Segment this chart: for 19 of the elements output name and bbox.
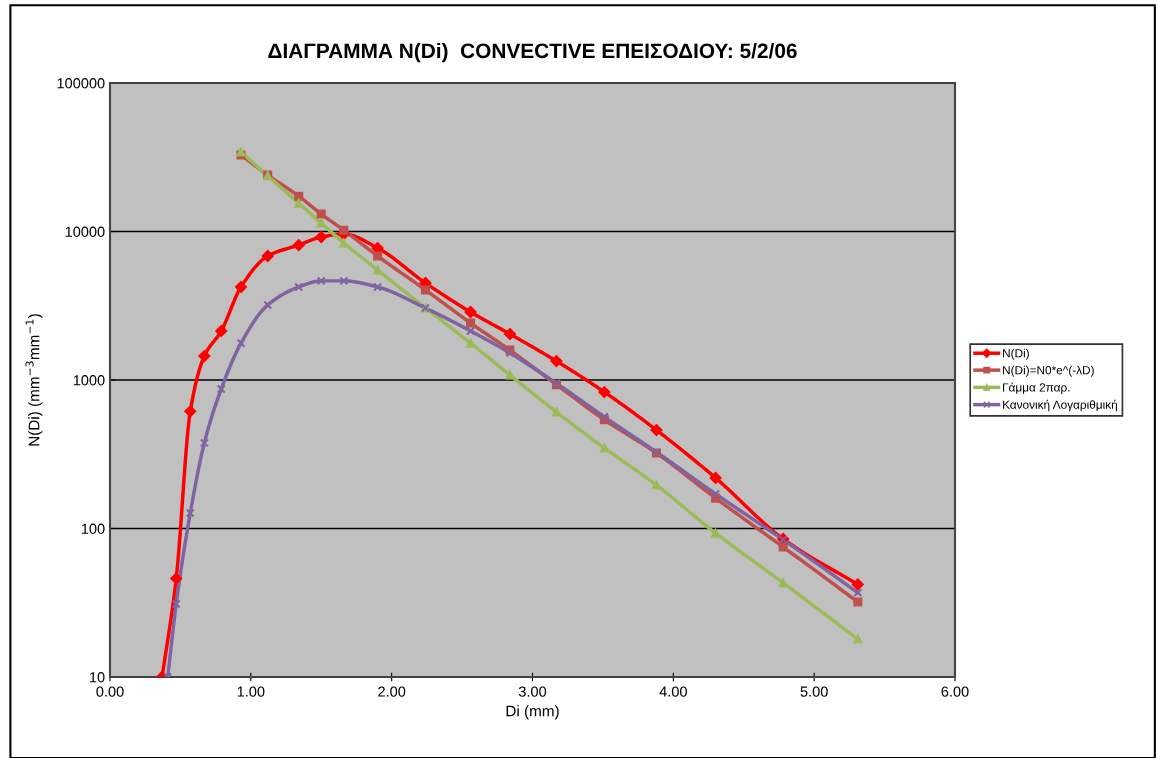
- x-tick-label: 4.00: [659, 686, 687, 697]
- legend-label: N(Di)=N0*e^(-λD): [1003, 365, 1094, 377]
- y-tick-label: 1000: [73, 375, 105, 386]
- y-tick-label: 10: [90, 672, 105, 683]
- y-tick-label: 100: [81, 523, 105, 534]
- x-tick-label: 2.00: [378, 686, 406, 697]
- y-axis-title: N(Di) (mm$^{−3}$mm$^{−1}$): [25, 314, 43, 446]
- x-tick-label: 5.00: [800, 686, 828, 697]
- x-tick-label: 1.00: [237, 686, 265, 697]
- y-tick-label: 10000: [65, 226, 105, 237]
- x-tick-label: 6.00: [941, 686, 969, 697]
- legend-label: Κανονική Λογαριθμική: [1003, 399, 1117, 412]
- x-tick-label: 3.00: [518, 686, 547, 697]
- legend-label: N(Di): [1003, 348, 1029, 360]
- chart-title: ΔΙΑΓΡΑΜΜΑ N(Di) CONVECTIVE ΕΠΕΙΣΟΔΙΟΥ: 5/2/06: [268, 42, 797, 63]
- x-axis-title: Di (mm): [506, 705, 559, 720]
- legend-label: Γάμμα 2παρ.: [1003, 382, 1070, 394]
- y-tick-label: 100000: [57, 78, 105, 89]
- x-tick-label: 0.00: [96, 686, 124, 697]
